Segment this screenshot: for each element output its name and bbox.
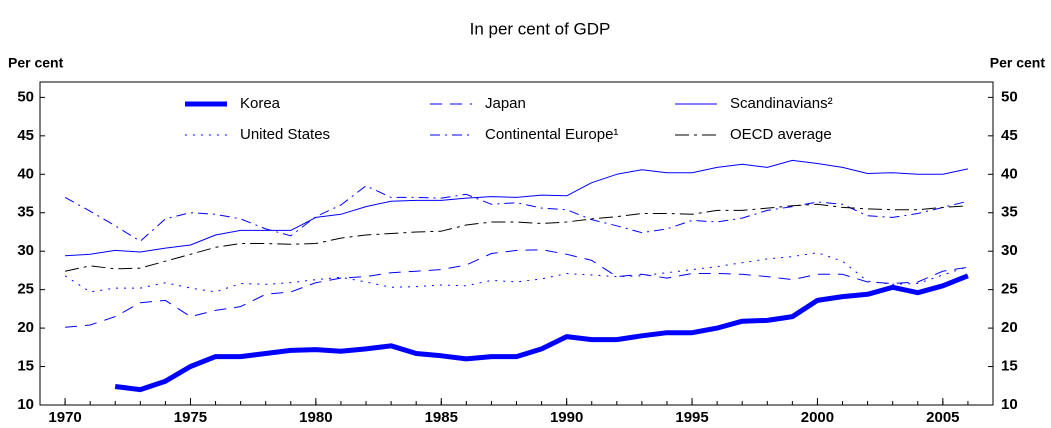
y2-tick-label: 50 <box>1001 88 1018 105</box>
x-tick-label: 1975 <box>174 409 207 426</box>
line-series <box>65 159 969 257</box>
y2-tick-label: 10 <box>1001 396 1018 413</box>
y-tick-label: 30 <box>17 242 34 259</box>
line-series <box>64 203 968 272</box>
legend-label: Japan <box>485 95 526 112</box>
y2-tick-label: 20 <box>1001 319 1018 336</box>
line-series <box>64 185 969 242</box>
y-tick-label: 35 <box>17 204 34 221</box>
legend-label: United States <box>240 126 330 143</box>
y-tick-label: 10 <box>17 396 34 413</box>
x-tick-label: 1985 <box>425 409 458 426</box>
legend-label: Korea <box>240 95 281 112</box>
y-tick-label: 15 <box>17 358 34 375</box>
x-tick-label: 1970 <box>48 409 81 426</box>
chart-title: In per cent of GDP <box>470 19 611 38</box>
x-tick-label: 2005 <box>926 409 959 426</box>
y-tick-label: 25 <box>17 281 34 298</box>
line-series <box>64 252 969 293</box>
y-axis-label: Per cent <box>8 55 64 71</box>
x-tick-label: 1980 <box>299 409 332 426</box>
y-tick-label: 45 <box>17 127 34 144</box>
y-tick-label: 40 <box>17 165 34 182</box>
y2-tick-label: 30 <box>1001 242 1018 259</box>
line-series <box>65 249 968 328</box>
y2-tick-label: 40 <box>1001 165 1018 182</box>
y2-tick-label: 35 <box>1001 204 1018 221</box>
legend-label: Continental Europe¹ <box>485 126 618 143</box>
y-tick-label: 20 <box>17 319 34 336</box>
x-tick-label: 2000 <box>801 409 834 426</box>
legend-label: OECD average <box>730 126 832 143</box>
x-tick-label: 1995 <box>675 409 708 426</box>
y2-tick-label: 15 <box>1001 358 1018 375</box>
y2-tick-label: 25 <box>1001 281 1018 298</box>
legend-label: Scandinavians² <box>730 95 833 112</box>
x-tick-label: 1990 <box>550 409 583 426</box>
y2-axis-label: Per cent <box>990 55 1046 71</box>
line-series <box>114 273 969 393</box>
y-tick-label: 50 <box>17 88 34 105</box>
y2-tick-label: 45 <box>1001 127 1018 144</box>
